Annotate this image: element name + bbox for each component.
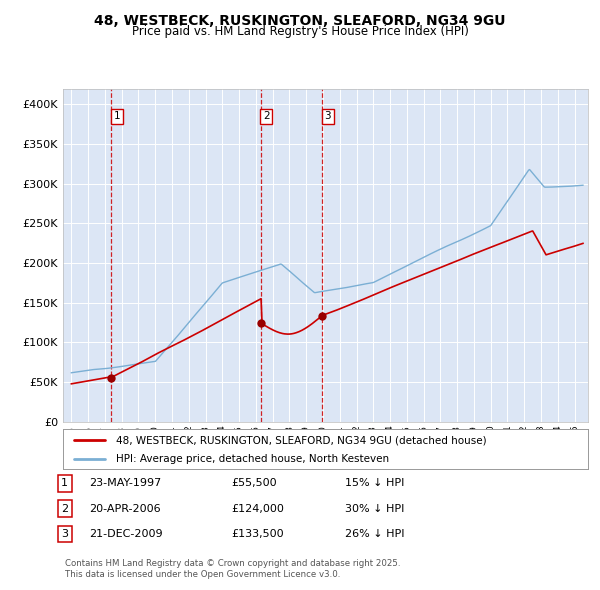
Text: 1: 1 <box>61 478 68 488</box>
Text: 1: 1 <box>113 112 120 122</box>
Text: 3: 3 <box>61 529 68 539</box>
Text: 2: 2 <box>263 112 270 122</box>
Text: 23-MAY-1997: 23-MAY-1997 <box>89 478 161 488</box>
Text: £124,000: £124,000 <box>231 504 284 513</box>
Text: 3: 3 <box>325 112 331 122</box>
Text: 30% ↓ HPI: 30% ↓ HPI <box>345 504 404 513</box>
Text: Contains HM Land Registry data © Crown copyright and database right 2025.
This d: Contains HM Land Registry data © Crown c… <box>65 559 400 579</box>
Text: £55,500: £55,500 <box>231 478 277 488</box>
Text: 21-DEC-2009: 21-DEC-2009 <box>89 529 163 539</box>
Text: 20-APR-2006: 20-APR-2006 <box>89 504 160 513</box>
Text: Price paid vs. HM Land Registry's House Price Index (HPI): Price paid vs. HM Land Registry's House … <box>131 25 469 38</box>
Text: 48, WESTBECK, RUSKINGTON, SLEAFORD, NG34 9GU (detached house): 48, WESTBECK, RUSKINGTON, SLEAFORD, NG34… <box>115 435 486 445</box>
Text: 2: 2 <box>61 504 68 513</box>
Text: 26% ↓ HPI: 26% ↓ HPI <box>345 529 404 539</box>
Text: 48, WESTBECK, RUSKINGTON, SLEAFORD, NG34 9GU: 48, WESTBECK, RUSKINGTON, SLEAFORD, NG34… <box>94 14 506 28</box>
Text: £133,500: £133,500 <box>231 529 284 539</box>
Text: 15% ↓ HPI: 15% ↓ HPI <box>345 478 404 488</box>
Text: HPI: Average price, detached house, North Kesteven: HPI: Average price, detached house, Nort… <box>115 454 389 464</box>
